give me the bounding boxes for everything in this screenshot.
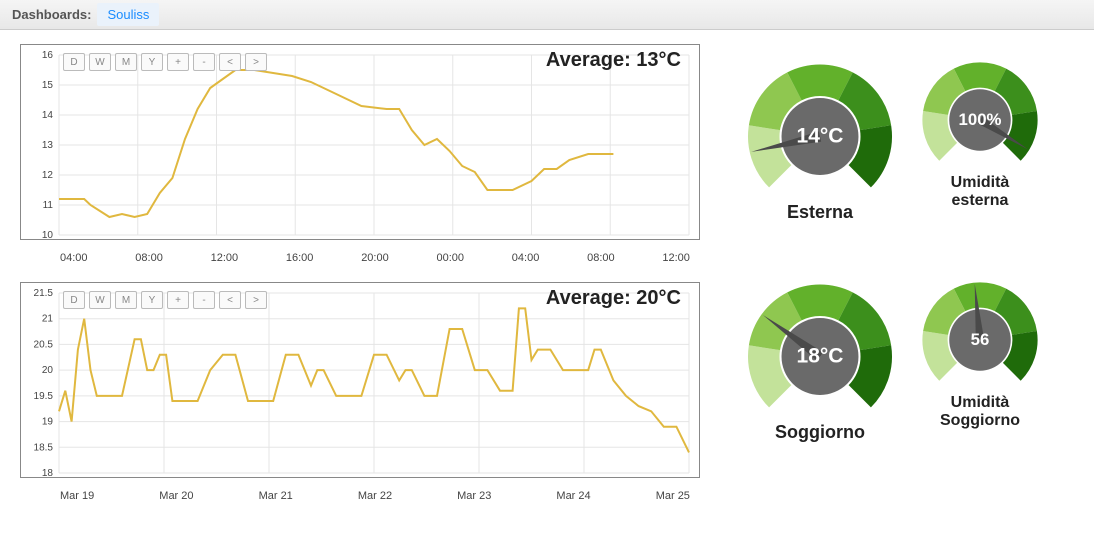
xaxis-tick: 16:00: [286, 252, 314, 264]
xaxis-tick: Mar 21: [259, 490, 293, 502]
gauge-label: Umiditàesterna: [951, 174, 1010, 209]
xaxis-tick: 00:00: [436, 252, 464, 264]
svg-text:15: 15: [42, 80, 54, 91]
svg-text:18.5: 18.5: [34, 442, 54, 453]
svg-text:14°C: 14°C: [797, 125, 844, 148]
svg-text:20: 20: [42, 365, 54, 376]
range-button-m[interactable]: M: [115, 291, 137, 309]
svg-text:14: 14: [42, 110, 54, 121]
svg-text:100%: 100%: [959, 110, 1002, 129]
gauge-svg: 100%: [920, 54, 1040, 168]
xaxis-tick: 08:00: [135, 252, 163, 264]
range-button-d[interactable]: D: [63, 291, 85, 309]
svg-text:16: 16: [42, 50, 54, 61]
range-button--[interactable]: -: [193, 291, 215, 309]
range-button--[interactable]: -: [193, 53, 215, 71]
dashboard-link-souliss[interactable]: Souliss: [97, 3, 159, 26]
topbar-label: Dashboards:: [12, 7, 91, 22]
svg-text:11: 11: [43, 200, 54, 211]
gauge-0: 14°C Esterna: [740, 54, 900, 244]
chart-esterna: DWMY+-<> Average: 13°C 10 11 12 13 14 15 16: [20, 44, 700, 240]
chart1-xaxis: 04:00 08:00 12:00 16:00 20:00 00:00 04:00 08:00…: [20, 248, 700, 264]
range-button-m[interactable]: M: [115, 53, 137, 71]
xaxis-tick: 20:00: [361, 252, 389, 264]
range-button->[interactable]: >: [245, 291, 267, 309]
svg-text:19: 19: [42, 417, 54, 428]
svg-text:21.5: 21.5: [34, 288, 54, 299]
gauge-label: Soggiorno: [775, 423, 865, 443]
svg-text:18°C: 18°C: [797, 345, 844, 368]
chart1-title: Average: 13°C: [546, 49, 681, 72]
gauge-svg: 14°C: [745, 54, 895, 197]
svg-text:21: 21: [42, 314, 54, 325]
range-button-y[interactable]: Y: [141, 291, 163, 309]
chart1-range-buttons: DWMY+-<>: [63, 53, 267, 71]
gauge-label: Esterna: [787, 203, 853, 223]
xaxis-tick: 04:00: [512, 252, 540, 264]
gauge-svg: 18°C: [745, 274, 895, 417]
gauge-label: UmiditàSoggiorno: [940, 394, 1020, 429]
svg-text:12: 12: [42, 170, 54, 181]
xaxis-tick: 08:00: [587, 252, 615, 264]
svg-text:19.5: 19.5: [34, 391, 54, 402]
svg-text:18: 18: [42, 468, 54, 479]
gauge-1: 100% Umiditàesterna: [910, 54, 1050, 244]
main-content: DWMY+-<> Average: 13°C 10111213141516 04…: [0, 30, 1094, 520]
svg-text:56: 56: [971, 330, 990, 349]
range-button-w[interactable]: W: [89, 291, 111, 309]
chart2-xaxis: Mar 19 Mar 20 Mar 21 Mar 22 Mar 23 Mar 24 Mar …: [20, 486, 700, 502]
range-button-+[interactable]: +: [167, 291, 189, 309]
svg-text:10: 10: [42, 230, 54, 241]
range-button-w[interactable]: W: [89, 53, 111, 71]
range-button-<[interactable]: <: [219, 291, 241, 309]
svg-text:13: 13: [42, 140, 54, 151]
range-button-<[interactable]: <: [219, 53, 241, 71]
xaxis-tick: Mar 20: [159, 490, 193, 502]
range-button-+[interactable]: +: [167, 53, 189, 71]
gauge-2: 18°C Soggiorno: [740, 274, 900, 464]
chart2-title: Average: 20°C: [546, 287, 681, 310]
xaxis-tick: Mar 24: [556, 490, 590, 502]
xaxis-tick: Mar 22: [358, 490, 392, 502]
topbar: Dashboards: Souliss: [0, 0, 1094, 30]
xaxis-tick: 12:00: [662, 252, 690, 264]
svg-text:20.5: 20.5: [34, 339, 54, 350]
xaxis-tick: Mar 23: [457, 490, 491, 502]
charts-column: DWMY+-<> Average: 13°C 10111213141516 04…: [20, 44, 700, 520]
gauge-svg: 56: [920, 274, 1040, 388]
range-button-d[interactable]: D: [63, 53, 85, 71]
gauge-3: 56 UmiditàSoggiorno: [910, 274, 1050, 464]
chart-soggiorno: DWMY+-<> Average: 20°C 18 18.5 19 19.5 20 20.…: [20, 282, 700, 478]
chart2-range-buttons: DWMY+-<>: [63, 291, 267, 309]
xaxis-tick: Mar 25: [656, 490, 690, 502]
range-button-y[interactable]: Y: [141, 53, 163, 71]
chart1-svg: 10 11 12 13 14 15 16: [21, 49, 699, 241]
chart2-svg: 18 18.5 19 19.5 20 20.5 21 21.5: [21, 287, 699, 479]
xaxis-tick: Mar 19: [60, 490, 94, 502]
xaxis-tick: 12:00: [211, 252, 239, 264]
xaxis-tick: 04:00: [60, 252, 88, 264]
gauges-grid: 14°C Esterna 100% Umiditàesterna 18°C Soggior…: [740, 44, 1074, 520]
range-button->[interactable]: >: [245, 53, 267, 71]
